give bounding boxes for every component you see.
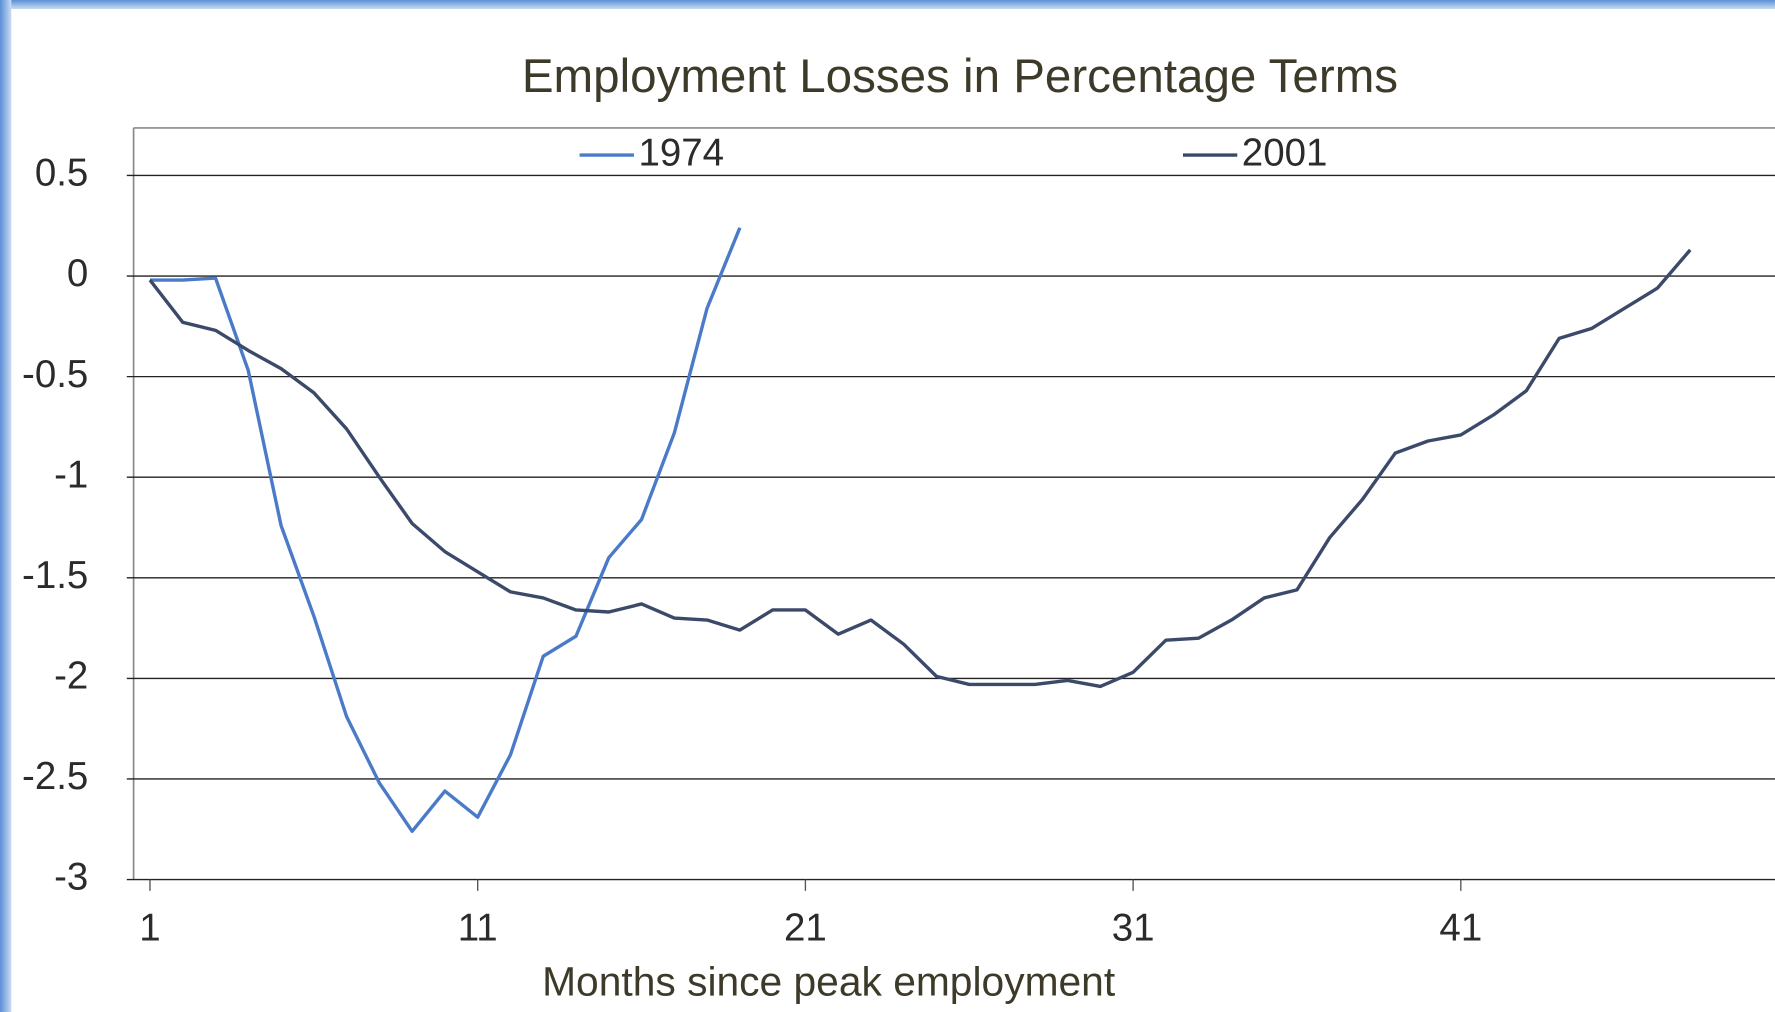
- line-series: [148, 248, 1692, 689]
- chart-title: Employment Losses in Percentage Terms: [522, 50, 1398, 103]
- y-tick-label: -1: [54, 453, 88, 496]
- x-tick-label: 21: [784, 907, 827, 950]
- x-tick-label: 1: [139, 907, 160, 950]
- x-axis-label: Months since peak employment: [542, 959, 1116, 1005]
- legend-label: 2001: [1242, 131, 1328, 174]
- y-tick-label: -3: [54, 856, 88, 899]
- x-tick-label: 41: [1439, 907, 1482, 950]
- y-tick-label: -1.5: [22, 554, 88, 597]
- y-tick-label: 0: [67, 252, 88, 295]
- y-tick-label: 0.5: [35, 152, 88, 195]
- y-tick-label: -2.5: [22, 755, 88, 798]
- y-tick-label: -2: [54, 655, 88, 698]
- x-tick-label: 11: [458, 907, 498, 950]
- legend-label: 1974: [638, 131, 724, 174]
- y-tick-label: -0.5: [22, 353, 88, 396]
- x-tick-label: 31: [1112, 907, 1155, 950]
- frame-left: [0, 0, 12, 1012]
- frame-top: [0, 0, 1775, 10]
- line-series: [149, 227, 742, 833]
